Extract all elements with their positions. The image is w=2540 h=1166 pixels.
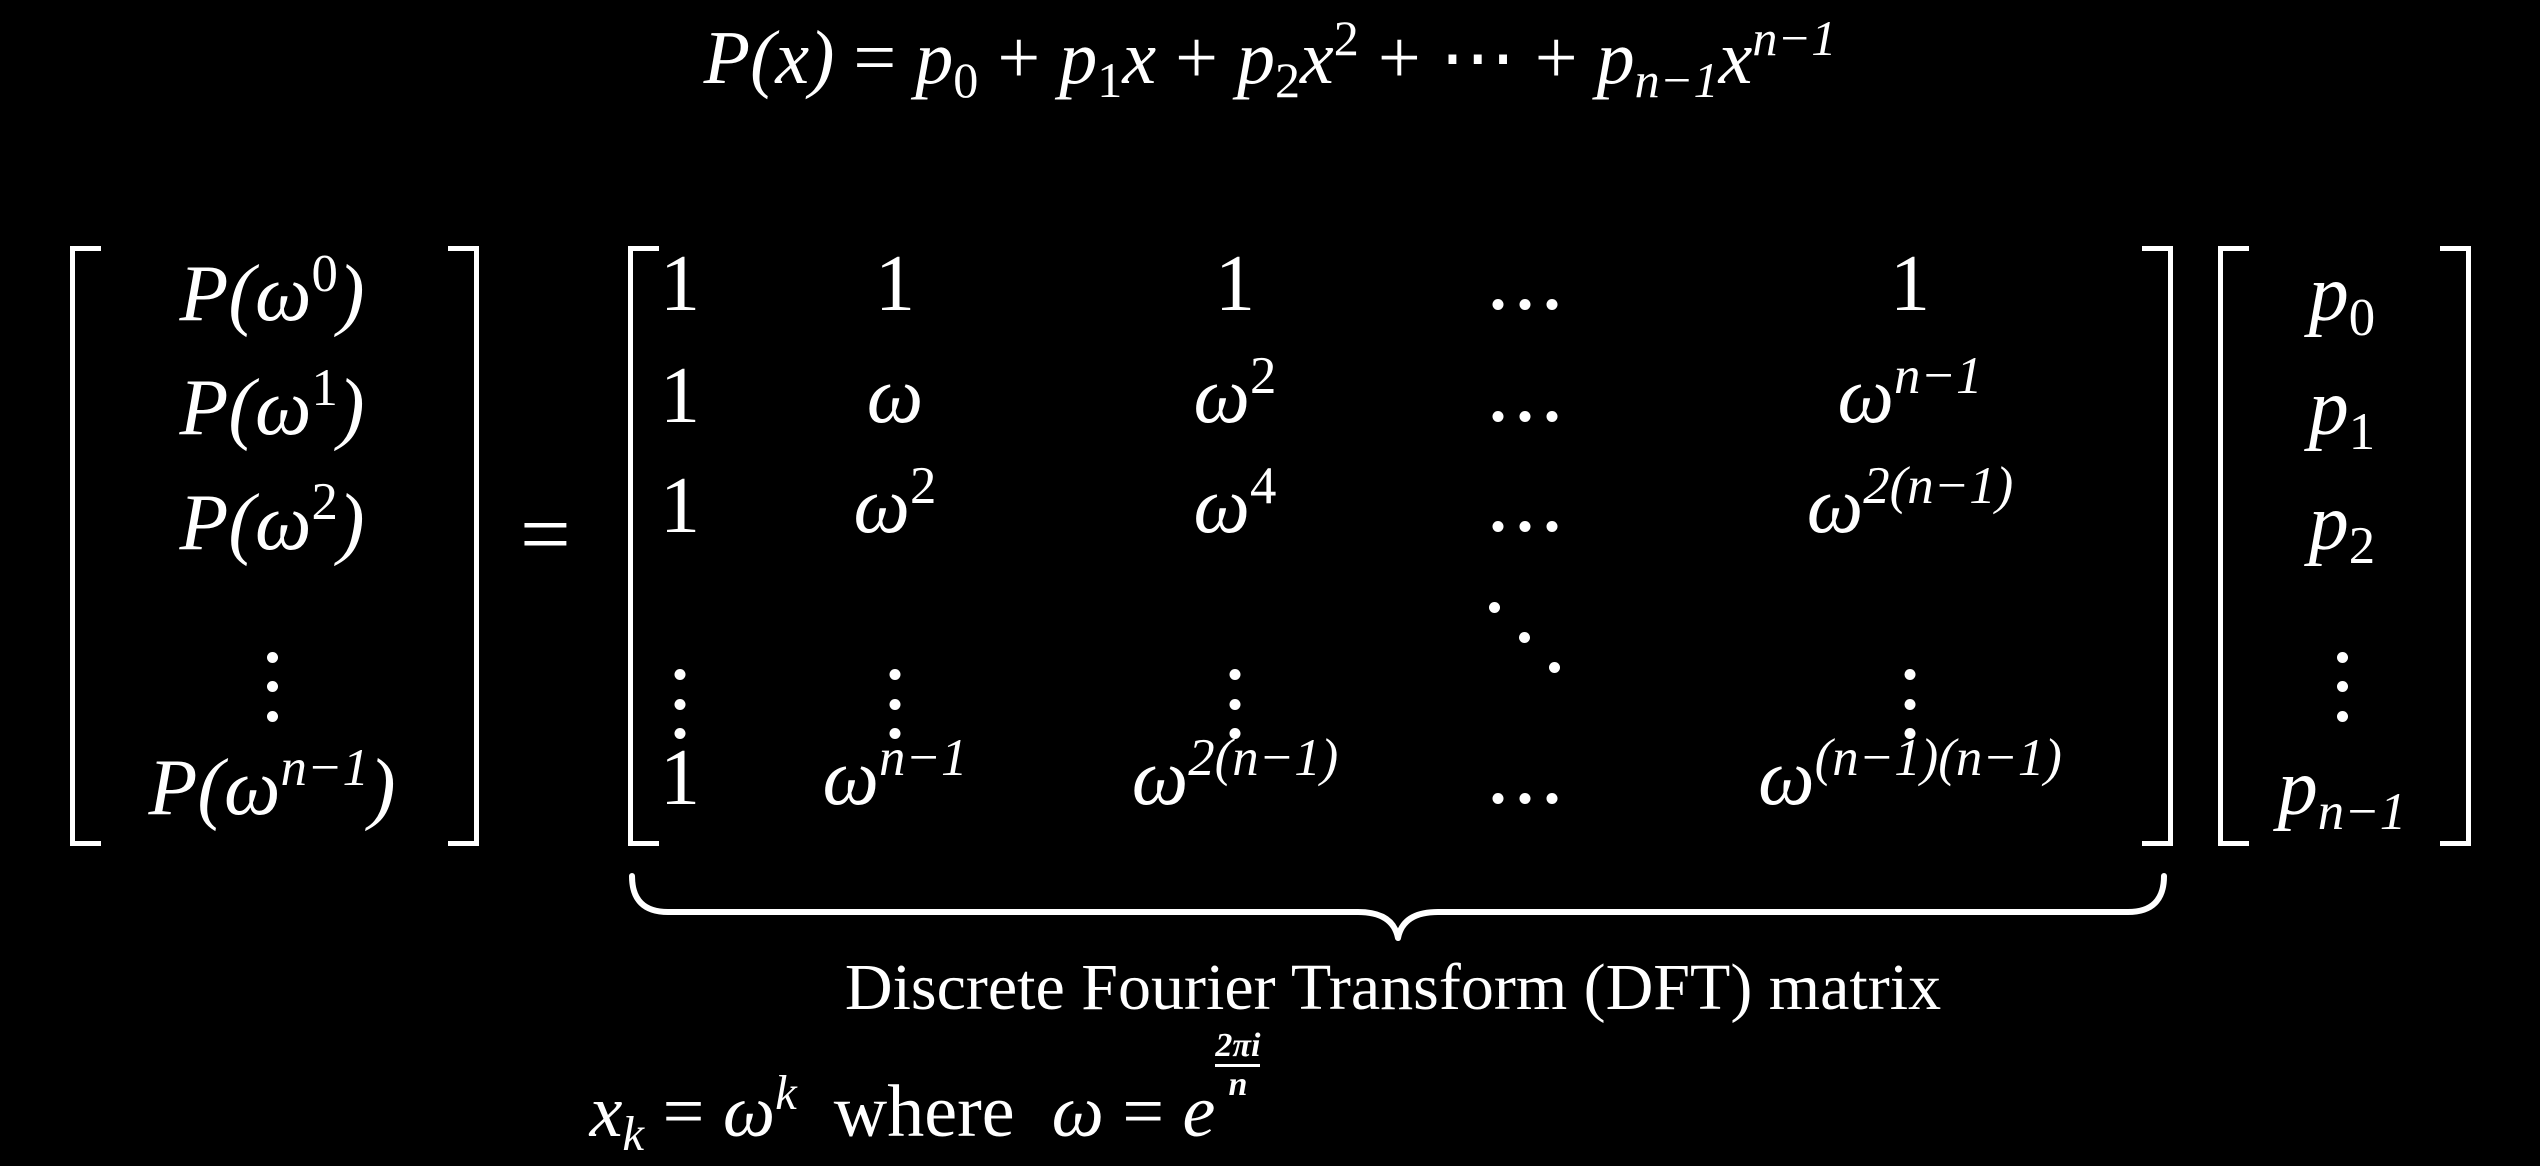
matrix-hdots (1492, 236, 1558, 332)
coef-left-bracket (2218, 246, 2249, 846)
dft-matrix-label: Discrete Fourier Transform (DFT) matrix (844, 951, 1942, 1024)
lhs-entry-last: P(ωn−1) (148, 738, 396, 832)
dft-matrix: 1 1 1 1 1 ω ω2 ωn−1 1 ω2 ω4 ω2(n−1) 1 ωn… (640, 236, 2150, 826)
root-definition: xk = ωk where ω = e 2πi n (0, 1028, 1850, 1161)
coef-entry-2: p2 (2308, 478, 2376, 576)
poly-pn-term: pn−1xn−1 (1596, 10, 1837, 109)
exponent-fraction: 2πi n (1215, 1027, 1261, 1103)
coef-vdots (2336, 589, 2348, 722)
coefficient-vector: p0 p1 p2 pn−1 (2244, 246, 2440, 841)
coef-entry-1: p1 (2308, 364, 2376, 462)
poly-plus: + (1534, 16, 1578, 100)
equals-sign: = (520, 485, 571, 584)
poly-plus: + (997, 16, 1041, 100)
lhs-entry-1: P(ω1) (179, 359, 365, 453)
matrix-vdots (1904, 606, 1916, 739)
def-equals-2: = (1122, 1071, 1165, 1153)
poly-p2-term: p2x2 (1236, 10, 1359, 109)
xk-symbol: xk (589, 1071, 645, 1161)
matrix-vdots (674, 606, 686, 739)
matrix-cell: ω (866, 352, 924, 440)
lhs-entry-0: P(ω0) (179, 244, 365, 338)
poly-lhs: P(x) (703, 16, 835, 100)
poly-cdots: ⋯ (1439, 16, 1516, 100)
matrix-cell: 1 (660, 734, 700, 822)
lhs-entry-2: P(ω2) (179, 473, 365, 567)
matrix-hdots (1492, 730, 1558, 826)
matrix-vdots (889, 606, 901, 739)
matrix-vdots (1229, 606, 1241, 739)
matrix-cell: ωn−1 (1837, 346, 1983, 440)
matrix-cell: ωn−1 (822, 728, 968, 822)
matrix-cell: ω(n−1)(n−1) (1758, 728, 2062, 822)
underbrace (629, 873, 2167, 941)
where-word: where (833, 1071, 1015, 1153)
poly-equals: = (853, 16, 897, 100)
matrix-right-bracket (2142, 246, 2173, 846)
poly-p0: p0 (915, 16, 979, 109)
matrix-hdots (1492, 348, 1558, 444)
matrix-cell: ω4 (1193, 456, 1277, 550)
coef-right-bracket (2440, 246, 2471, 846)
poly-plus: + (1377, 16, 1421, 100)
polynomial-definition: P(x) = p0 + p1x + p2x2 + ⋯ + pn−1xn−1 (0, 8, 2540, 108)
lhs-vdots (266, 589, 278, 722)
matrix-cell: ω2(n−1) (1806, 456, 2014, 550)
matrix-cell: 1 (1890, 240, 1930, 328)
coef-entry-last: pn−1 (2277, 744, 2407, 841)
coef-entry-0: p0 (2308, 250, 2376, 347)
matrix-cell: 1 (660, 462, 700, 550)
lhs-vector: P(ω0) P(ω1) P(ω2) P(ωn−1) (96, 246, 448, 836)
e-symbol: e (1182, 1071, 1216, 1153)
matrix-cell: ω2(n−1) (1131, 728, 1339, 822)
matrix-left-bracket (628, 246, 659, 846)
poly-p1-term: p1x (1059, 16, 1157, 109)
matrix-cell: ω2 (853, 456, 937, 550)
matrix-hdots (1492, 458, 1558, 554)
matrix-cell: 1 (1215, 240, 1255, 328)
lhs-right-bracket (448, 246, 479, 846)
lhs-left-bracket (70, 246, 101, 846)
omega-k: ωk (722, 1065, 797, 1153)
matrix-ddots (1485, 598, 1565, 700)
matrix-cell: ω2 (1193, 346, 1277, 440)
matrix-cell: 1 (660, 240, 700, 328)
poly-plus: + (1175, 16, 1218, 100)
matrix-cell: 1 (660, 352, 700, 440)
matrix-cell: 1 (875, 240, 915, 328)
omega-symbol: ω (1051, 1071, 1104, 1153)
def-equals: = (662, 1071, 705, 1153)
